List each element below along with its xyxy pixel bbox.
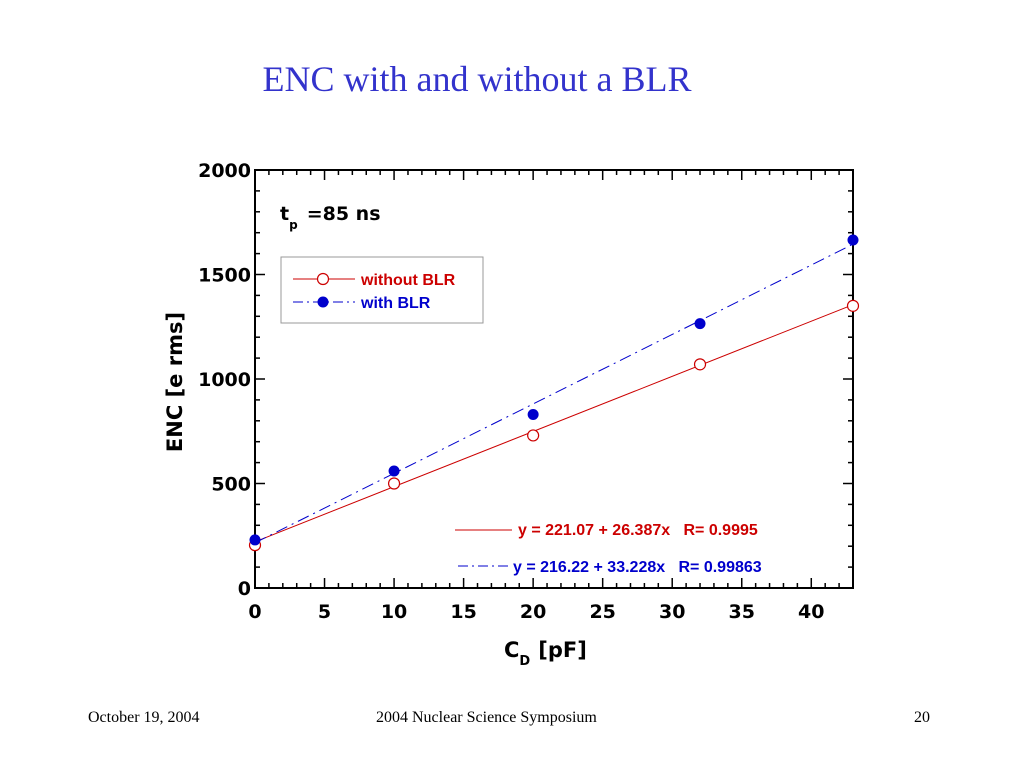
data-point-0-2: [527, 429, 540, 442]
footer-page-number: 20: [914, 709, 930, 726]
y-tick-label: 2000: [198, 160, 251, 182]
slide-title: ENC with and without a BLR: [262, 59, 692, 99]
legend-box: [280, 256, 484, 324]
legend: without BLR with BLR: [280, 256, 484, 324]
data-markers: [248, 234, 860, 552]
y-tick-label: 500: [211, 474, 251, 496]
legend-marker-with: [317, 296, 329, 308]
data-point-1-0: [249, 534, 261, 546]
data-point-1-3: [694, 318, 706, 330]
x-tick-label: 15: [450, 601, 476, 623]
x-axis-label-sub: D: [519, 654, 530, 669]
axis-ticks: [254, 169, 854, 589]
tp-value: =85 ns: [307, 203, 381, 225]
fit-line-0: [254, 304, 854, 543]
data-point-0-3: [693, 358, 707, 371]
x-tick-label: 35: [729, 601, 755, 623]
x-tick-label: 5: [318, 601, 331, 623]
legend-marker-without: [316, 272, 330, 286]
x-axis-label-unit: [pF]: [538, 638, 587, 662]
tp-main: t: [280, 203, 289, 225]
x-tick-label: 0: [248, 601, 261, 623]
x-tick-label: 20: [520, 601, 546, 623]
legend-label-with: with BLR: [360, 295, 431, 312]
y-tick-label: 0: [238, 578, 251, 600]
x-tick-label: 25: [589, 601, 615, 623]
fit-label-without: y = 221.07 + 26.387x R= 0.9995: [518, 522, 758, 539]
data-point-0-4: [846, 299, 860, 312]
footer-conference: 2004 Nuclear Science Symposium: [376, 709, 597, 726]
data-point-0-1: [387, 477, 401, 490]
tick-labels: 0 5 10 15 20 25 30 35 40 0 500 1000 1500 2000: [198, 160, 824, 623]
y-axis-label: ENC [e rms]: [163, 312, 187, 452]
x-tick-label: 30: [659, 601, 685, 623]
x-axis-label-main: C: [504, 638, 519, 662]
data-point-1-1: [388, 465, 400, 477]
y-tick-label: 1500: [198, 265, 251, 287]
x-tick-label: 10: [381, 601, 407, 623]
data-point-1-2: [527, 409, 539, 421]
tp-annotation: tp =85 ns: [280, 203, 381, 232]
data-point-1-4: [847, 234, 859, 246]
x-axis-label: CD [pF]: [504, 638, 587, 669]
x-tick-label: 40: [798, 601, 824, 623]
fit-equations: y = 221.07 + 26.387x R= 0.9995 y = 216.2…: [455, 522, 762, 576]
footer-date: October 19, 2004: [88, 709, 200, 726]
tp-sub: p: [289, 218, 298, 232]
fit-lines: [254, 243, 854, 544]
legend-label-without: without BLR: [360, 272, 456, 289]
fit-line-1: [254, 243, 854, 544]
fit-label-with: y = 216.22 + 33.228x R= 0.99863: [513, 559, 762, 576]
y-tick-label: 1000: [198, 369, 251, 391]
